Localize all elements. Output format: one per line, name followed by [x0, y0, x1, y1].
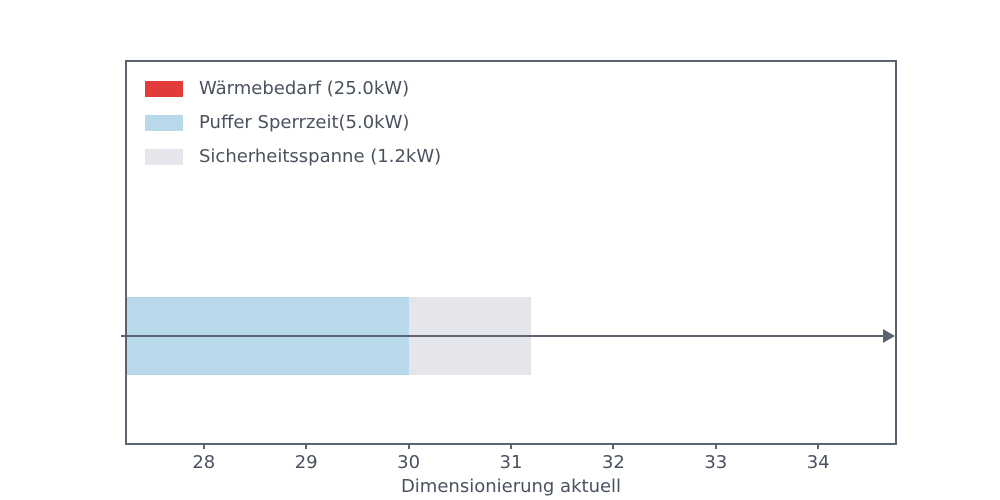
x-tick-mark	[817, 445, 820, 449]
x-tick-label: 31	[499, 452, 523, 473]
x-tick-mark	[612, 445, 615, 449]
x-tick-label: 34	[806, 452, 830, 473]
x-axis-label: Dimensionierung aktuell	[400, 476, 622, 497]
x-tick-label: 32	[601, 452, 625, 473]
legend-swatch-waermebedarf	[145, 80, 183, 97]
legend-label-puffer-sperrzeit: Puffer Sperrzeit(5.0kW)	[199, 112, 410, 133]
x-tick-mark	[714, 445, 717, 449]
legend: Wärmebedarf (25.0kW) Puffer Sperrzeit(5.…	[145, 78, 441, 167]
x-tick-label: 29	[294, 452, 318, 473]
x-tick-label: 30	[397, 452, 421, 473]
x-tick-label: 33	[704, 452, 728, 473]
x-tick-label: 28	[192, 452, 216, 473]
legend-label-sicherheitsspanne: Sicherheitsspanne (1.2kW)	[199, 146, 442, 167]
x-tick-mark	[305, 445, 308, 449]
x-tick-mark	[510, 445, 512, 449]
arrow-head-icon	[883, 329, 895, 343]
legend-item-waermebedarf: Wärmebedarf (25.0kW)	[145, 78, 441, 99]
x-tick-mark	[407, 445, 410, 449]
legend-item-puffer-sperrzeit: Puffer Sperrzeit(5.0kW)	[145, 112, 441, 133]
legend-swatch-puffer-sperrzeit	[145, 114, 183, 131]
legend-label-waermebedarf: Wärmebedarf (25.0kW)	[199, 78, 410, 99]
plot-area: Wärmebedarf (25.0kW) Puffer Sperrzeit(5.…	[121, 60, 897, 445]
x-tick-mark	[202, 445, 205, 449]
arrow-line	[121, 335, 890, 337]
legend-swatch-sicherheitsspanne	[145, 148, 183, 165]
legend-item-sicherheitsspanne: Sicherheitsspanne (1.2kW)	[145, 146, 441, 167]
